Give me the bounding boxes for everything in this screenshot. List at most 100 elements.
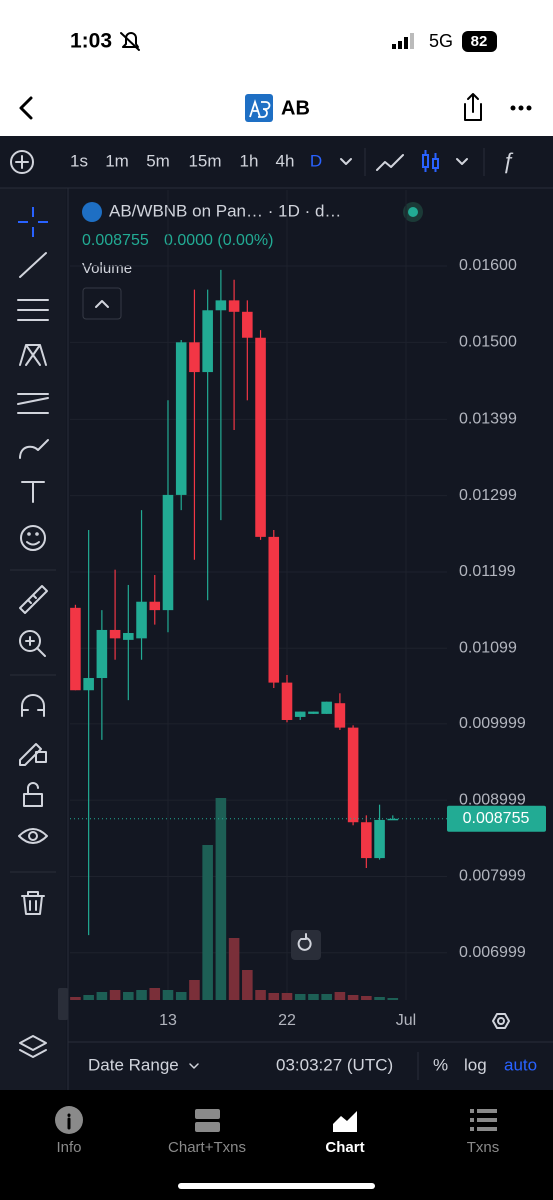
tab-icons xyxy=(55,1106,497,1134)
pattern-tool[interactable] xyxy=(19,344,47,366)
drawing-tools xyxy=(10,207,68,1058)
y-tick-label: 0.006999 xyxy=(459,944,526,961)
interval-menu[interactable] xyxy=(340,158,352,165)
network: 5G xyxy=(429,31,453,51)
legend-price: 0.008755 xyxy=(82,232,149,249)
candle-chart-button[interactable] xyxy=(422,150,439,172)
candle-body xyxy=(281,682,293,720)
collapse-panel[interactable] xyxy=(58,988,68,1020)
candle-body xyxy=(294,711,306,717)
volume-bar xyxy=(268,993,280,1000)
home-indicator xyxy=(178,1183,375,1189)
settings-button[interactable] xyxy=(492,1013,510,1029)
tab-label[interactable]: Info xyxy=(56,1139,81,1156)
interval[interactable]: 4h xyxy=(276,151,295,170)
volume-bar xyxy=(308,994,319,1000)
auto-toggle[interactable]: auto xyxy=(504,1055,537,1074)
y-tick-label: 0.01500 xyxy=(459,334,517,351)
y-tick-label: 0.007999 xyxy=(459,868,526,885)
lock-tool[interactable] xyxy=(23,782,43,807)
volume-bar xyxy=(175,992,187,1000)
interval[interactable]: D xyxy=(310,151,322,170)
collapse-icon xyxy=(95,300,109,308)
volume-bar xyxy=(374,997,385,1000)
zoom-tool[interactable] xyxy=(19,630,46,657)
tab-bar xyxy=(0,1090,553,1200)
candle-body xyxy=(255,337,266,537)
reset-button[interactable] xyxy=(291,930,321,960)
more-button[interactable] xyxy=(510,105,532,111)
legend-change: 0.0000 (0.00%) xyxy=(164,232,273,249)
candle-body xyxy=(202,310,213,373)
visibility-tool[interactable] xyxy=(18,828,48,844)
collapse-legend[interactable] xyxy=(82,287,122,320)
interval[interactable]: 1s xyxy=(70,151,88,170)
clock: 03:03:27 (UTC) xyxy=(276,1055,393,1074)
date-range[interactable]: Date Range xyxy=(88,1055,179,1074)
txns-icon xyxy=(470,1109,497,1131)
candle-body xyxy=(347,727,359,823)
interval[interactable]: 15m xyxy=(188,151,221,170)
token-logo-mark xyxy=(249,99,271,118)
volume-bar xyxy=(334,992,346,1000)
fib-tool[interactable] xyxy=(17,299,49,321)
add-indicator[interactable] xyxy=(10,150,34,174)
volume-label: Volume xyxy=(82,260,132,277)
projection-tool[interactable] xyxy=(17,393,49,414)
share-button[interactable] xyxy=(464,93,482,121)
interval[interactable]: 5m xyxy=(146,151,170,170)
x-tick-label: 13 xyxy=(159,1012,177,1029)
candle-body xyxy=(96,629,108,679)
back-button[interactable] xyxy=(19,96,33,120)
chart-txns-icon xyxy=(195,1122,220,1132)
candle-body xyxy=(361,822,372,859)
y-tick-label: 0.009999 xyxy=(459,715,526,732)
y-tick-label: 0.01299 xyxy=(459,487,517,504)
interval[interactable]: 1m xyxy=(105,151,129,170)
y-tick-label: 0.01099 xyxy=(459,639,517,656)
indicators-button[interactable]: ƒ xyxy=(502,148,514,173)
ruler-tool[interactable] xyxy=(19,585,48,614)
candle-body xyxy=(242,311,253,338)
volume-bar xyxy=(162,990,174,1000)
interval[interactable]: 1h xyxy=(240,151,259,170)
tab-label[interactable]: Txns xyxy=(467,1139,500,1156)
volume-bar xyxy=(281,993,293,1000)
layers-button[interactable] xyxy=(19,1035,47,1058)
crosshair-tool[interactable] xyxy=(18,207,48,237)
text-tool[interactable] xyxy=(21,481,45,503)
candle-body xyxy=(334,703,346,728)
volume-bar xyxy=(347,995,359,1000)
emoji-tool[interactable] xyxy=(20,525,46,551)
intervals: 1s 1m 5m 15m 1h 4h D xyxy=(70,151,322,170)
y-tick-label: 0.01399 xyxy=(459,411,517,428)
candle-body xyxy=(136,601,147,639)
delete-tool[interactable] xyxy=(21,891,45,915)
x-tick-label: Jul xyxy=(396,1012,416,1029)
volume-bar xyxy=(228,938,240,1000)
plot: 0.01600 0.01500 0.01399 0.01299 0.01199 0.010… xyxy=(70,190,546,1029)
mute-icon xyxy=(120,32,140,51)
trend-line-tool[interactable] xyxy=(19,252,47,278)
candle-body xyxy=(123,633,134,640)
candle-body xyxy=(189,342,200,373)
percent-toggle[interactable]: % xyxy=(433,1055,448,1074)
candle-body xyxy=(215,300,227,311)
log-toggle[interactable]: log xyxy=(464,1055,487,1074)
tab-label[interactable]: Chart+Txns xyxy=(168,1139,246,1156)
candle-body xyxy=(162,494,174,611)
candle-body xyxy=(268,536,280,683)
candle-body xyxy=(321,701,332,714)
line-chart-button[interactable] xyxy=(376,154,404,171)
magnet-tool[interactable] xyxy=(21,694,45,717)
last-price-label: 0.008755 xyxy=(463,810,530,827)
brush-tool[interactable] xyxy=(19,439,49,459)
volume-bar xyxy=(255,990,266,1000)
header-title: AB xyxy=(281,97,310,119)
lock-drawing-tool[interactable] xyxy=(19,743,47,766)
chart-type-menu[interactable] xyxy=(456,158,468,165)
chart-icon xyxy=(333,1111,357,1132)
tab-label[interactable]: Chart xyxy=(325,1139,364,1156)
